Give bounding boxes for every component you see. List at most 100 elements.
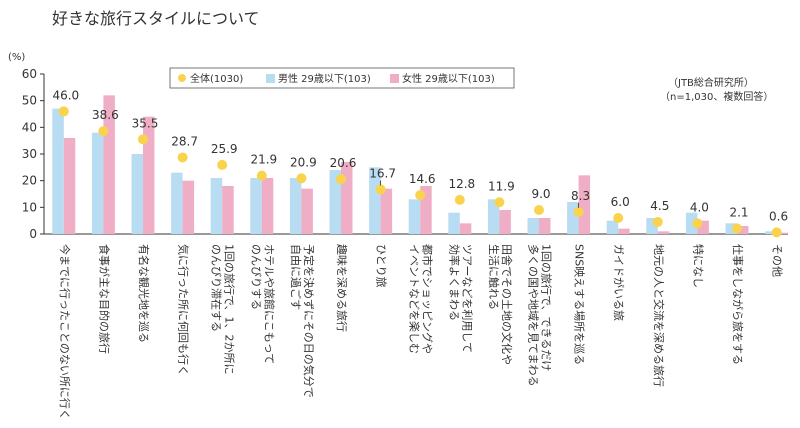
sample-size-label: （n=1,030、複数回答） [660,90,773,103]
bar-male [567,202,579,234]
x-category-label: SNS映えする場所を巡る [573,244,586,365]
data-label: 6.0 [611,195,630,209]
y-tick-label: 40 [22,120,37,134]
bar-female [222,186,234,234]
x-category-label: 自由に過ごす [289,244,303,310]
total-dot [692,218,703,229]
x-category-label: 仕事をしながら旅をする [731,244,745,365]
x-category-label: 生活に触れる [487,244,501,310]
bar-female [776,232,789,234]
data-label: 16.7 [369,166,396,180]
bar-female [143,116,155,234]
legend-swatch-total [178,74,186,82]
bar-female [103,95,115,234]
bar-female [737,226,749,234]
total-dot [336,174,346,185]
y-tick-label: 10 [22,200,37,214]
data-label: 11.9 [488,179,515,193]
x-category-label: 有名な観光地を巡る [137,244,151,343]
legend-label: 男性 29歳以下(103) [278,72,371,85]
y-tick-label: 20 [22,174,37,188]
bar-male [408,199,421,234]
legend-swatch [266,74,275,83]
x-category-label: 気に行った所に何回も行く [177,244,191,376]
total-dot [138,134,148,145]
legend-swatch [390,74,399,83]
data-label: 2.1 [729,205,748,219]
bar-male [210,178,223,234]
bar-male [52,108,64,234]
data-label: 4.0 [690,200,709,214]
data-label: 28.7 [171,134,198,148]
bar-female [459,223,472,234]
bar-male [527,218,539,234]
data-label: 20.6 [330,156,357,170]
bar-female [182,180,195,234]
data-label: 20.9 [290,155,317,169]
data-label: 38.6 [92,108,119,122]
total-dot [217,159,228,170]
bar-male [369,167,381,234]
data-label: 14.6 [409,172,436,186]
x-category-label: ホテルや旅館にこもって [262,244,276,364]
legend-label: 女性 29歳以下(103) [402,72,495,85]
x-category-label: 予定を決めずにその日の気分で [302,244,316,398]
data-label: 9.0 [531,187,550,201]
bar-female [341,162,353,234]
total-dot [58,106,69,117]
total-dot [415,190,426,201]
total-dot [296,173,307,184]
bar-female [420,186,432,234]
bar-male [171,172,183,234]
bar-male [289,178,302,234]
total-dot [732,223,742,234]
total-dot [454,194,465,205]
x-category-label: 1回の旅行で、1、2か所に [223,244,237,375]
bar-male [606,220,619,234]
bar-female [499,210,511,234]
y-tick-label: 30 [22,147,37,161]
bar-male [725,223,737,234]
y-tick-label: 0 [29,227,37,241]
data-label: 25.9 [211,142,238,156]
total-dot [375,184,386,195]
x-category-label: 効率よくまわる [447,244,461,321]
y-unit-label: (%) [8,52,25,63]
x-category-label: のんびりする [249,244,262,310]
legend-label: 全体(1030) [190,72,243,85]
data-label: 46.0 [52,88,79,102]
x-category-label: 多くの国や地域を見てまわる [527,244,541,386]
x-category-label: 食事が主な目的の旅行 [97,244,111,354]
x-category-label: 田舎でその土地の文化や [500,244,514,365]
bar-male [448,212,460,234]
bar-female [657,231,670,234]
y-tick-label: 60 [22,67,37,81]
data-label: 35.5 [132,116,159,130]
bar-male [131,154,143,234]
bar-male [250,178,262,234]
total-dot [256,170,267,181]
category-labels: 今までに行ったことのない所に行く 食事が主な目的の旅行 有名な観光地を巡る 気に行った… [58,244,784,420]
legend: 全体(1030) 男性 29歳以下(103) 女性 29歳以下(103) [169,67,515,89]
bar-female [539,218,551,234]
x-category-label: ガイドがいる旅 [612,244,626,321]
x-category-label: 都市でショッピングや [421,244,435,354]
bar-female [578,175,591,234]
chart-title: 好きな旅行スタイルについて [52,9,260,28]
y-tick-label: 50 [22,94,37,108]
total-dot [573,206,584,217]
source-label: （JTB総合研究所） [668,76,754,89]
total-dot [652,217,663,227]
total-dot [177,152,188,163]
bar-female [261,178,274,234]
x-category-label: 今までに行ったことのない所に行く [58,244,72,420]
x-category-label: イベントなどを楽しむ [408,244,421,354]
data-label: 0.6 [769,209,788,223]
bar-male [646,218,658,234]
data-label: 4.5 [650,199,669,213]
bar-female [380,188,393,234]
total-dot [98,126,109,137]
bar-female [63,138,76,234]
total-dot [771,227,782,238]
